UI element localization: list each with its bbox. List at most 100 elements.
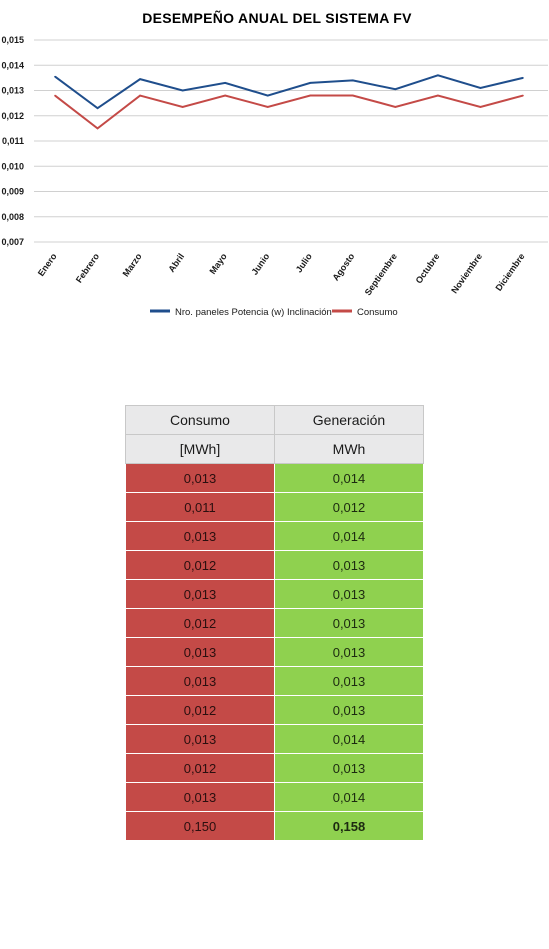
data-point — [437, 94, 439, 97]
y-tick-label: 0,012 — [1, 111, 24, 121]
header-generacion: Generación — [274, 405, 424, 435]
data-point — [54, 94, 56, 97]
cell-generacion: 0,014 — [274, 463, 424, 493]
series-line — [54, 94, 524, 130]
data-point — [181, 106, 184, 108]
table-total-row: 0,150 0,158 — [125, 811, 424, 841]
table-row: 0,012 0,013 — [125, 753, 424, 783]
table-row: 0,013 0,013 — [125, 666, 424, 696]
cell-consumo: 0,013 — [125, 782, 275, 812]
unit-generacion: MWh — [274, 434, 424, 464]
legend-label: Consumo — [357, 307, 398, 318]
data-table: Consumo Generación [MWh] MWh 0,013 0,014 0… — [125, 405, 424, 841]
table-unit-row: [MWh] MWh — [125, 434, 424, 464]
table-header-row: Consumo Generación — [125, 405, 424, 435]
y-tick-label: 0,011 — [2, 136, 24, 146]
data-point — [522, 94, 524, 97]
unit-consumo: [MWh] — [125, 434, 275, 464]
grid — [34, 39, 548, 243]
data-point — [522, 77, 524, 79]
data-point — [437, 74, 439, 77]
data-point — [266, 94, 269, 97]
x-tick-label: Mayo — [207, 251, 229, 276]
x-tick-label: Febrero — [74, 251, 102, 285]
y-tick-label: 0,013 — [1, 86, 24, 96]
cell-generacion: 0,013 — [274, 579, 424, 609]
data-point — [394, 106, 397, 108]
cell-consumo: 0,012 — [125, 550, 275, 580]
cell-consumo: 0,013 — [125, 463, 275, 493]
cell-generacion: 0,013 — [274, 753, 424, 783]
table-row: 0,013 0,014 — [125, 724, 424, 754]
y-tick-label: 0,015 — [1, 35, 24, 45]
cell-generacion: 0,013 — [274, 608, 424, 638]
data-point — [479, 106, 482, 108]
legend: Nro. paneles Potencia (w) Inclinación Con… — [150, 307, 398, 318]
cell-consumo: 0,013 — [125, 724, 275, 754]
header-consumo: Consumo — [125, 405, 275, 435]
table-row: 0,013 0,014 — [125, 782, 424, 812]
data-point — [352, 79, 354, 82]
data-point — [181, 89, 184, 92]
line-chart: DESEMPEÑO ANUAL DEL SISTEMA FV 0,015 0,01… — [1, 9, 548, 318]
cell-consumo: 0,011 — [125, 492, 275, 522]
data-point — [309, 94, 312, 97]
x-tick-label: Agosto — [330, 251, 356, 283]
y-tick-label: 0,008 — [1, 212, 24, 222]
x-tick-label: Abril — [166, 251, 186, 274]
data-point — [224, 94, 226, 97]
cell-generacion: 0,013 — [274, 695, 424, 725]
cell-consumo: 0,012 — [125, 608, 275, 638]
series-lines — [54, 74, 524, 130]
table-row: 0,013 0,013 — [125, 579, 424, 609]
x-tick-label: Septiembre — [363, 251, 399, 297]
cell-generacion: 0,013 — [274, 550, 424, 580]
data-point — [54, 75, 56, 78]
x-tick-label: Noviembre — [449, 251, 484, 295]
y-tick-label: 0,014 — [1, 60, 24, 70]
x-tick-label: Diciembre — [493, 251, 526, 292]
legend-label: Nro. paneles Potencia (w) Inclinación — [175, 307, 332, 318]
cell-consumo: 0,013 — [125, 579, 275, 609]
cell-consumo: 0,150 — [125, 811, 275, 841]
table-row: 0,013 0,013 — [125, 637, 424, 667]
cell-consumo: 0,013 — [125, 521, 275, 551]
data-point — [96, 107, 99, 109]
cell-generacion: 0,014 — [274, 724, 424, 754]
cell-generacion: 0,013 — [274, 666, 424, 696]
data-point — [479, 87, 482, 89]
data-point — [224, 82, 226, 84]
cell-generacion: 0,013 — [274, 637, 424, 667]
cell-consumo: 0,013 — [125, 637, 275, 667]
data-point — [139, 78, 141, 80]
cell-generacion: 0,014 — [274, 521, 424, 551]
y-tick-label: 0,010 — [1, 161, 24, 171]
table-row: 0,012 0,013 — [125, 695, 424, 725]
x-tick-label: Octubre — [414, 251, 442, 285]
y-tick-label: 0,007 — [1, 237, 24, 247]
table-row: 0,011 0,012 — [125, 492, 424, 522]
table-row: 0,012 0,013 — [125, 550, 424, 580]
table-row: 0,013 0,014 — [125, 463, 424, 493]
cell-generacion: 0,014 — [274, 782, 424, 812]
y-axis-ticks: 0,015 0,014 0,013 0,012 0,011 0,010 0,009 0,008… — [1, 35, 24, 247]
data-point — [394, 88, 397, 91]
data-point — [352, 94, 354, 97]
x-tick-label: Marzo — [121, 251, 144, 278]
table-row: 0,013 0,014 — [125, 521, 424, 551]
data-point — [309, 82, 312, 84]
data-point — [266, 106, 269, 108]
cell-generacion: 0,012 — [274, 492, 424, 522]
cell-consumo: 0,012 — [125, 753, 275, 783]
x-tick-label: Julio — [294, 251, 315, 274]
x-tick-label: Junio — [249, 251, 271, 277]
x-axis-ticks: Enero Febrero Marzo Abril Mayo Junio Julio Agos… — [36, 251, 527, 297]
table-row: 0,012 0,013 — [125, 608, 424, 638]
chart-title: DESEMPEÑO ANUAL DEL SISTEMA FV — [142, 9, 412, 26]
data-point — [96, 127, 99, 130]
cell-consumo: 0,012 — [125, 695, 275, 725]
cell-generacion: 0,158 — [274, 811, 424, 841]
data-point — [139, 94, 141, 97]
series-line — [54, 74, 524, 110]
x-tick-label: Enero — [36, 251, 59, 278]
